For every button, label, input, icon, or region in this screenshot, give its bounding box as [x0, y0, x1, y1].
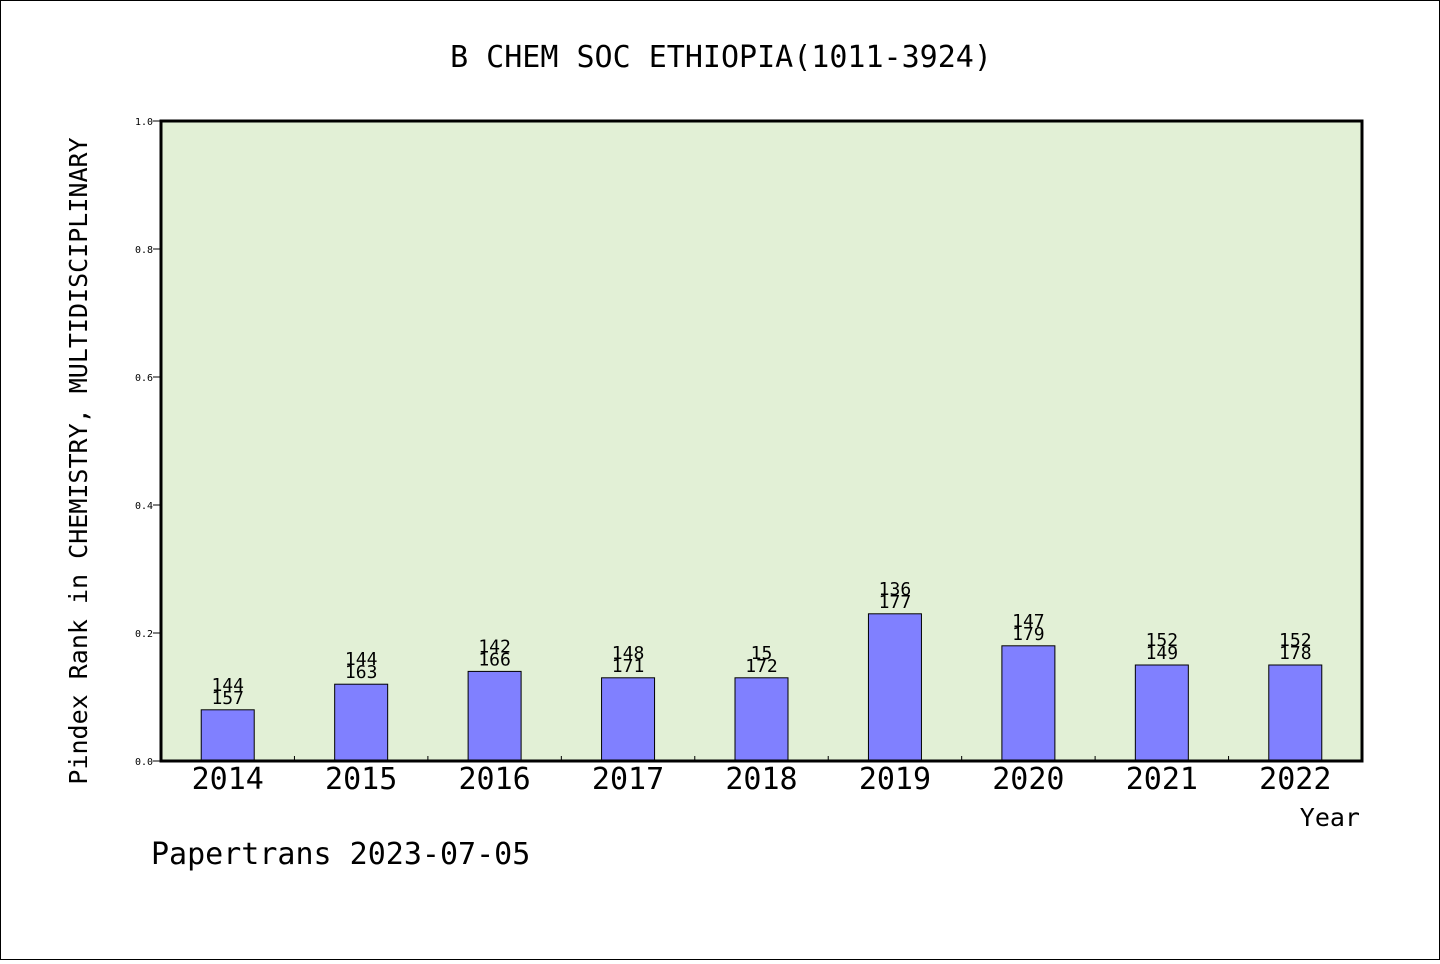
bar-2019: [867, 613, 922, 762]
bar-2018: [734, 677, 789, 762]
y-tick-label: 0.6: [135, 373, 153, 384]
data-label-top: 148: [612, 643, 645, 664]
x-tick-label: 2018: [725, 762, 797, 797]
y-axis-label: Pindex Rank in CHEMISTRY, MULTIDISCIPLIN…: [64, 137, 93, 784]
x-tick-label: 2021: [1126, 762, 1198, 797]
x-tick-label: 2020: [992, 762, 1064, 797]
plot-area: [161, 121, 1362, 761]
y-tick-label: 0.2: [135, 629, 153, 640]
x-tick-label: 2015: [325, 762, 397, 797]
x-axis-ticks: 2014 2015 2016 2017 2018 2019 2020 2021 2022: [192, 756, 1331, 797]
x-tick-label: 2014: [192, 762, 264, 797]
data-label-bottom: 157: [211, 688, 244, 709]
data-label-top: 152: [1279, 630, 1312, 651]
x-tick-label: 2022: [1259, 762, 1331, 797]
bar-2017: [601, 677, 656, 762]
data-label-top: 152: [1146, 630, 1179, 651]
data-label-top: 144: [345, 649, 378, 670]
data-label-top: 147: [1012, 611, 1045, 632]
y-tick-label: 1.0: [135, 117, 153, 128]
data-label-bottom: 179: [1012, 624, 1045, 645]
data-label-top: 136: [879, 579, 912, 600]
data-label-bottom: 166: [478, 649, 511, 670]
data-label-bottom: 172: [745, 656, 778, 677]
y-tick-label: 0.0: [135, 757, 153, 768]
y-axis-ticks: 0.0 0.2 0.4 0.6 0.8 1.0: [135, 117, 161, 768]
bar-2015: [334, 683, 389, 762]
data-label-bottom: 171: [612, 656, 645, 677]
bar-2021: [1134, 664, 1189, 762]
data-label-top: 15: [751, 643, 773, 664]
data-label-bottom: 178: [1279, 643, 1312, 664]
y-tick-label: 0.4: [135, 501, 153, 512]
x-axis-label: Year: [1300, 803, 1360, 832]
footer-text: Papertrans 2023-07-05: [151, 837, 530, 872]
chart-title: B CHEM SOC ETHIOPIA(1011-3924): [450, 40, 992, 75]
x-tick-label: 2019: [859, 762, 931, 797]
data-label-top: 142: [478, 636, 511, 657]
bar-2016: [467, 670, 522, 762]
data-label-bottom: 163: [345, 662, 378, 683]
plot-border: [159, 119, 1364, 763]
bar-2022: [1268, 664, 1323, 762]
bar-2014: [200, 709, 255, 762]
data-label-bottom: 177: [879, 592, 912, 613]
data-label-bottom: 149: [1146, 643, 1179, 664]
bar-2020: [1001, 645, 1056, 762]
bars: [200, 613, 1323, 762]
y-tick-label: 0.8: [135, 245, 153, 256]
x-tick-label: 2016: [458, 762, 530, 797]
x-tick-label: 2017: [592, 762, 664, 797]
data-label-top: 144: [211, 675, 244, 696]
